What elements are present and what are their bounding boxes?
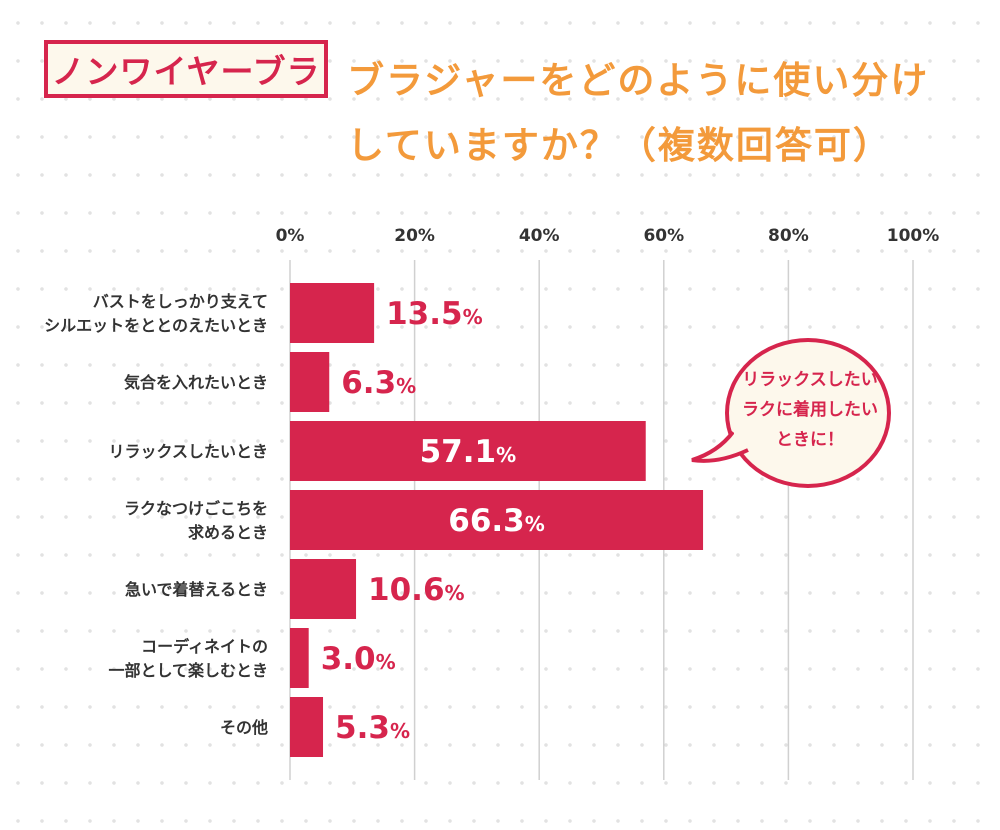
data-label: 3.0%: [321, 641, 396, 677]
bar: [290, 421, 646, 481]
data-label: 13.5%: [386, 296, 483, 332]
bubble-line: ラクに着用したい: [742, 400, 878, 420]
category-label: 急いで着替えるとき: [125, 580, 268, 599]
data-label: 57.1%: [420, 434, 517, 470]
category-label: シルエットをととのえたいとき: [44, 316, 268, 335]
x-tick-label: 80%: [768, 226, 809, 246]
category-label: リラックスしたいとき: [108, 442, 268, 461]
speech-bubble-tail: [691, 430, 754, 463]
data-label: 66.3%: [448, 503, 545, 539]
x-tick-label: 60%: [643, 226, 684, 246]
data-label: 10.6%: [368, 572, 465, 608]
category-tag: ノンワイヤーブラ: [44, 40, 328, 98]
bubble-line: リラックスしたい: [742, 370, 878, 390]
bar: [290, 559, 357, 619]
bar: [290, 628, 309, 688]
category-label: バストをしっかり支えて: [93, 292, 268, 311]
bar: [290, 697, 324, 757]
category-label: 気合を入れたいとき: [124, 373, 268, 392]
x-tick-label: 0%: [276, 226, 305, 246]
category-label: コーディネイトの: [141, 637, 268, 656]
speech-bubble-text: リラックスしたい ラクに着用したい ときに！: [715, 365, 905, 455]
chart-title-line1: ブラジャーをどのように使い分け: [347, 59, 930, 102]
speech-bubble: [725, 338, 891, 488]
bar: [290, 352, 330, 412]
category-label: 一部として楽しむとき: [108, 661, 268, 680]
category-label: その他: [220, 718, 268, 737]
data-label: 5.3%: [335, 710, 410, 746]
category-label: ラクなつけごこちを: [124, 499, 268, 518]
bubble-line: ときに！: [776, 430, 844, 450]
bar: [290, 490, 704, 550]
category-label: 求めるとき: [188, 523, 268, 542]
data-label: 6.3%: [341, 365, 416, 401]
x-tick-label: 100%: [887, 226, 940, 246]
bar: [290, 283, 375, 343]
x-tick-label: 20%: [394, 226, 435, 246]
chart-title-line2: していますか？（複数回答可）: [347, 124, 892, 167]
x-tick-label: 40%: [519, 226, 560, 246]
